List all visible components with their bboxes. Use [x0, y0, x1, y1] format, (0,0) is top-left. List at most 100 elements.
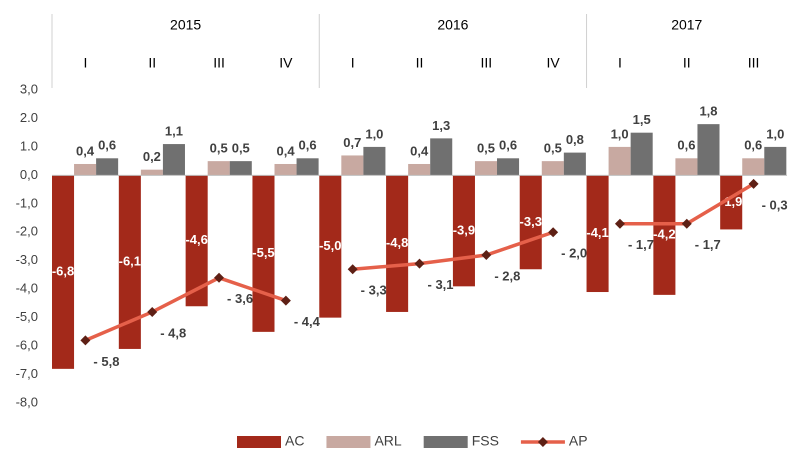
data-label: 0,8 [566, 132, 584, 147]
bar [341, 155, 364, 176]
data-label: -6,1 [119, 254, 141, 269]
data-label: - 3,6 [227, 291, 253, 306]
x-tick-label: III [213, 55, 225, 71]
data-label: 0,2 [143, 149, 161, 164]
data-label: 1,5 [633, 112, 651, 127]
bar [74, 163, 97, 176]
data-label: 0,6 [499, 138, 517, 153]
data-label: 0,6 [299, 138, 317, 153]
x-tick-label: III [480, 55, 492, 71]
data-label: -5,5 [252, 245, 274, 260]
y-tick-label: -5,0 [16, 309, 38, 324]
y-tick-label: -2,0 [16, 224, 38, 239]
x-tick-label: IV [547, 55, 561, 71]
bar [541, 161, 564, 176]
group-label: 2016 [437, 17, 468, 33]
data-label: - 3,3 [361, 283, 387, 298]
marker [481, 250, 492, 261]
legend-swatch [423, 436, 468, 448]
bar [697, 124, 720, 176]
data-label: 0,5 [232, 141, 250, 156]
bar [118, 175, 141, 349]
marker [614, 218, 625, 229]
data-label: -4,2 [653, 227, 675, 242]
bar [408, 163, 431, 176]
data-label: - 4,8 [160, 325, 186, 340]
bar [96, 158, 119, 176]
y-tick-label: -3,0 [16, 252, 38, 267]
data-label: 0,5 [477, 141, 495, 156]
bar [363, 146, 386, 176]
data-label: 1,0 [611, 126, 629, 141]
data-label: -4,8 [386, 235, 408, 250]
bar [274, 163, 297, 176]
data-label: 0,6 [677, 138, 695, 153]
data-label: 0,4 [410, 143, 429, 158]
data-label: 1,1 [165, 124, 183, 139]
x-tick-label: III [748, 55, 760, 71]
bar [742, 158, 765, 176]
data-label: 0,5 [210, 141, 228, 156]
line [352, 230, 554, 272]
bar [430, 138, 453, 176]
data-label: 1,0 [365, 126, 383, 141]
line [84, 275, 287, 343]
legend-label: ARL [374, 433, 401, 449]
marker [280, 295, 291, 306]
marker [548, 227, 559, 238]
bar [720, 175, 743, 230]
marker [681, 218, 692, 229]
bar [653, 175, 676, 295]
bar [319, 175, 342, 318]
data-label: 0,4 [76, 143, 95, 158]
x-tick-label: II [416, 55, 424, 71]
marker [147, 306, 158, 317]
data-label: -1,9 [720, 194, 742, 209]
bar [675, 158, 698, 176]
bar [229, 161, 252, 176]
data-label: - 2,0 [561, 246, 587, 261]
bar [563, 152, 586, 176]
y-tick-label: 3,0 [20, 81, 38, 96]
bar [52, 175, 75, 369]
data-label: - 1,7 [628, 237, 654, 252]
data-label: 0,4 [276, 143, 295, 158]
data-label: -4,6 [185, 232, 207, 247]
data-label: - 5,8 [93, 354, 119, 369]
y-tick-label: -6,0 [16, 338, 38, 353]
y-tick-label: 1.0 [20, 138, 38, 153]
bar [630, 132, 653, 176]
marker [414, 258, 425, 269]
bar [764, 146, 787, 176]
x-tick-label: II [683, 55, 691, 71]
marker [214, 272, 225, 283]
legend-label: FSS [472, 433, 499, 449]
legend-swatch [237, 436, 281, 448]
bar [185, 175, 208, 307]
bar [386, 175, 409, 312]
bar [586, 175, 609, 293]
bar [608, 146, 631, 176]
data-label: 1,8 [699, 104, 717, 119]
bar [474, 161, 498, 176]
group-label: 2017 [671, 17, 702, 33]
x-tick-label: II [148, 55, 156, 71]
data-label: -5,0 [319, 238, 341, 253]
x-tick-label: I [618, 55, 622, 71]
bar [207, 161, 230, 176]
data-label: - 3,1 [428, 277, 454, 292]
data-label: 0,7 [343, 135, 361, 150]
bar [497, 158, 520, 176]
y-tick-label: -8,0 [16, 394, 38, 409]
y-tick-label: 0,0 [20, 167, 38, 182]
x-tick-label: I [83, 55, 87, 71]
legend-label: AC [285, 433, 304, 449]
bar [519, 175, 542, 270]
legend-marker [537, 437, 548, 447]
data-label: -3,3 [520, 214, 542, 229]
data-label: -4,1 [586, 225, 608, 240]
bar [296, 158, 319, 176]
data-label: -3,9 [453, 222, 475, 237]
legend-swatch [326, 436, 371, 448]
y-tick-label: 2.0 [20, 110, 38, 125]
